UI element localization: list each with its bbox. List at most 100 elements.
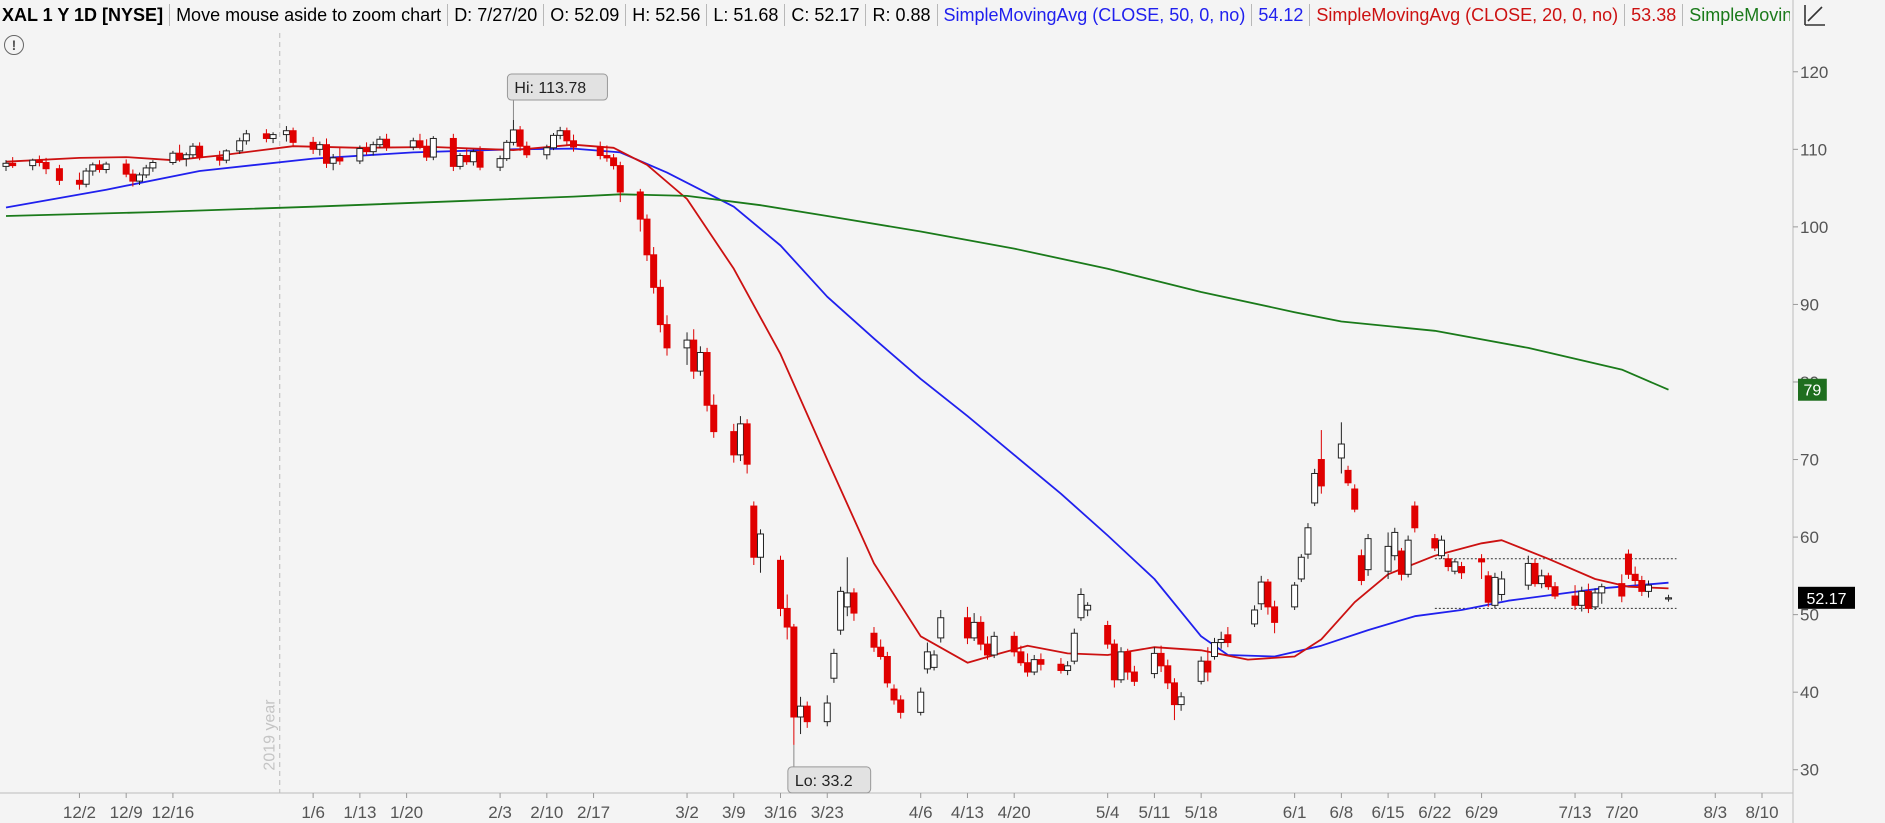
moving-average-line <box>5 143 1669 664</box>
candle-body <box>1251 609 1259 625</box>
header-divider <box>1682 4 1684 26</box>
candle-body <box>1431 538 1439 549</box>
candle-body <box>1638 580 1646 592</box>
symbol-label[interactable]: XAL 1 Y 1D [NYSE] <box>2 4 164 25</box>
x-tick-label: 5/11 <box>1138 803 1170 822</box>
zoom-hint: Move mouse aside to zoom chart <box>176 4 442 25</box>
candle-body <box>182 154 190 160</box>
x-tick-label: 5/4 <box>1096 803 1120 822</box>
candle-body <box>636 191 644 220</box>
candle-body <box>1351 488 1359 510</box>
candle-body <box>1357 555 1365 582</box>
candle-body <box>503 141 511 160</box>
y-tick-label: 50 <box>1800 606 1819 625</box>
candle-body <box>1117 651 1125 681</box>
candle-body <box>449 137 457 167</box>
candle-body <box>683 339 691 349</box>
candle-body <box>777 559 785 609</box>
candle-body <box>750 505 758 558</box>
header-divider <box>1624 4 1626 26</box>
candle-body <box>1157 652 1165 667</box>
candle-body <box>1317 459 1325 487</box>
candle-body <box>990 635 998 656</box>
candle-body <box>289 130 297 143</box>
candle-body <box>603 155 611 159</box>
annotation-box <box>506 73 608 101</box>
candle-body <box>1498 578 1506 595</box>
candle-body <box>650 254 658 288</box>
header-divider <box>447 4 449 26</box>
candle-body <box>509 129 517 143</box>
candle-body <box>269 134 277 139</box>
candle-body <box>736 423 744 456</box>
x-tick-label: 2/17 <box>577 803 610 822</box>
candle-body <box>1257 581 1265 605</box>
sma50-value: 54.12 <box>1258 4 1304 25</box>
candle-body <box>1197 660 1205 682</box>
candle-body <box>743 423 751 465</box>
candle-body <box>1451 561 1459 572</box>
candle-body <box>1438 539 1446 557</box>
sma50-label[interactable]: SimpleMovingAvg (CLOSE, 50, 0, no) <box>943 4 1246 25</box>
info-icon[interactable]: ! <box>4 35 24 55</box>
candle-body <box>383 138 391 148</box>
price-badge-label: 79 <box>1804 383 1822 400</box>
header-divider <box>865 4 867 26</box>
candle-body <box>1397 550 1405 575</box>
candle-body <box>476 151 484 168</box>
candle-body <box>416 140 424 147</box>
candle-body <box>930 654 938 668</box>
candle-body <box>1631 573 1639 582</box>
candle-body <box>1531 562 1539 585</box>
candle-body <box>456 155 464 167</box>
candle-body <box>1364 538 1372 571</box>
candle-body <box>970 621 978 639</box>
candle-body <box>1030 659 1038 673</box>
candle-body <box>1070 632 1078 662</box>
candle-body <box>363 148 371 153</box>
x-tick-label: 6/8 <box>1330 803 1354 822</box>
candle-body <box>897 699 905 713</box>
price-badge <box>1798 378 1827 401</box>
candle-body <box>783 607 791 628</box>
candle-body <box>870 632 878 648</box>
candle-body <box>1110 643 1118 681</box>
candle-body <box>1104 624 1112 645</box>
candle-body <box>1484 575 1492 603</box>
drawing-tools-icon[interactable] <box>1802 2 1828 28</box>
low-annotation: Lo: 33.2 <box>795 773 853 790</box>
candle-body <box>1077 593 1085 619</box>
candle-body <box>830 652 838 679</box>
candle-body <box>1150 652 1158 675</box>
sma20-label[interactable]: SimpleMovingAvg (CLOSE, 20, 0, no) <box>1316 4 1619 25</box>
high-readout: H: 52.56 <box>632 4 701 25</box>
candle-body <box>29 159 37 167</box>
candle-body <box>242 133 250 142</box>
price-badge <box>1798 586 1855 609</box>
candle-body <box>877 646 885 658</box>
sma200-label[interactable]: SimpleMoving... <box>1689 4 1790 25</box>
candle-body <box>1064 665 1072 671</box>
sma20-value: 53.38 <box>1631 4 1677 25</box>
candle-body <box>1217 638 1225 644</box>
x-tick-label: 6/29 <box>1465 803 1498 822</box>
x-tick-label: 5/18 <box>1185 803 1218 822</box>
candle-body <box>1057 663 1065 671</box>
price-badge-label: 52.17 <box>1806 591 1846 608</box>
x-tick-label: 8/3 <box>1703 803 1727 822</box>
moving-average-line <box>5 147 1669 658</box>
date-readout: D: 7/27/20 <box>454 4 538 25</box>
candle-body <box>129 173 137 182</box>
y-tick-label: 100 <box>1800 218 1828 237</box>
candle-body <box>196 145 204 158</box>
y-tick-label: 40 <box>1800 683 1819 702</box>
candle-body <box>329 157 337 164</box>
candle-body <box>1384 545 1392 572</box>
candle-body <box>336 157 344 162</box>
candle-body <box>1578 590 1586 606</box>
candle-body <box>1124 651 1132 673</box>
chart-header: XAL 1 Y 1D [NYSE] Move mouse aside to zo… <box>0 0 1790 30</box>
candle-body <box>1538 575 1546 585</box>
